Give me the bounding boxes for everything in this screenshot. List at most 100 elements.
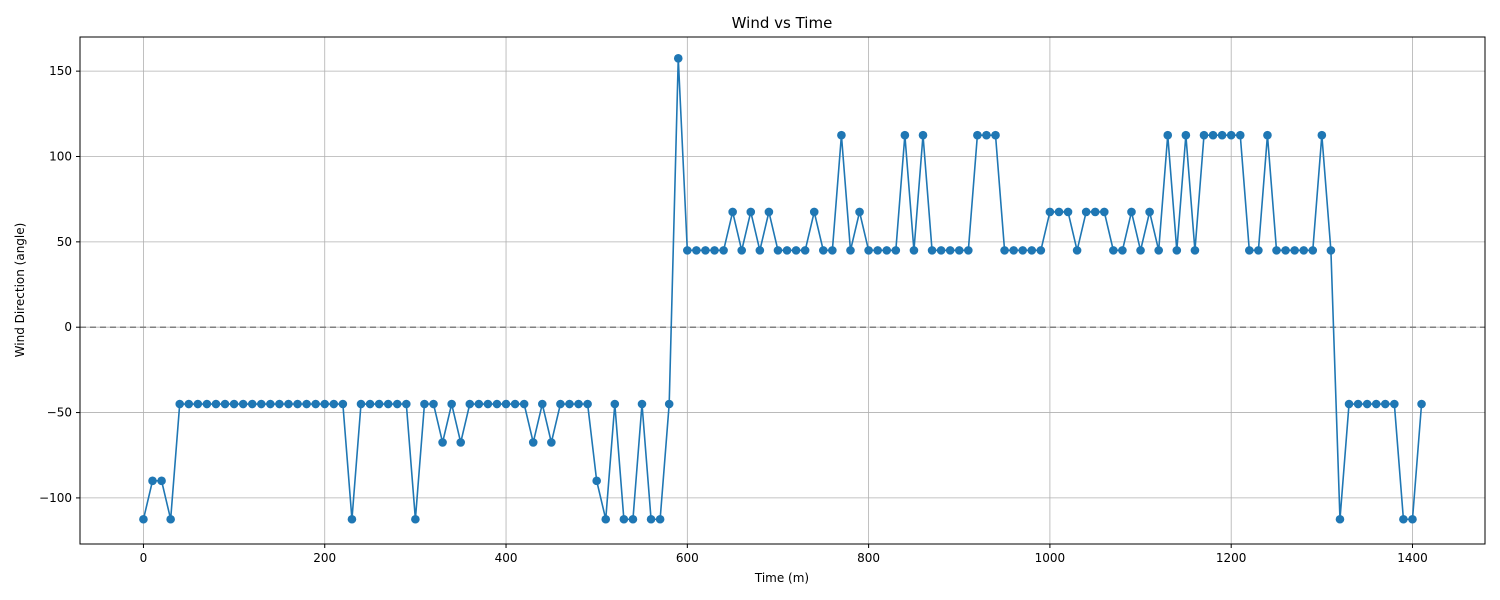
data-point xyxy=(637,399,647,409)
y-tick-label: −50 xyxy=(47,406,72,420)
data-point xyxy=(302,399,311,409)
data-point xyxy=(510,399,520,409)
data-point xyxy=(692,246,701,255)
x-tick-label: 200 xyxy=(313,551,336,565)
data-point xyxy=(329,399,339,409)
data-point xyxy=(1181,130,1191,140)
data-point xyxy=(519,399,529,409)
data-point xyxy=(275,399,284,409)
data-point xyxy=(1145,207,1154,217)
series-line xyxy=(142,57,1423,521)
data-point xyxy=(465,399,475,409)
data-point xyxy=(673,54,683,63)
data-point xyxy=(1172,246,1182,255)
data-point xyxy=(492,399,502,409)
data-point xyxy=(719,246,728,255)
x-tick-label: 1200 xyxy=(1216,551,1247,565)
data-point xyxy=(1245,246,1254,255)
data-point xyxy=(1371,399,1381,409)
y-tick-label: −100 xyxy=(39,491,72,505)
data-point xyxy=(882,246,892,255)
data-point xyxy=(601,514,611,524)
data-point xyxy=(1090,207,1100,217)
data-point xyxy=(791,246,801,255)
data-point xyxy=(1136,246,1145,255)
data-point xyxy=(664,399,674,409)
data-point xyxy=(211,399,221,409)
data-point xyxy=(1190,246,1200,255)
x-tick-label: 0 xyxy=(140,551,148,565)
data-point xyxy=(202,399,212,409)
data-point xyxy=(1326,246,1336,255)
data-point xyxy=(184,399,194,409)
y-tick-label: 100 xyxy=(49,149,72,163)
data-point xyxy=(710,246,719,255)
data-point xyxy=(873,246,882,255)
y-tick-label: 0 xyxy=(64,320,72,334)
data-point xyxy=(583,399,592,409)
data-point xyxy=(891,246,901,255)
data-point xyxy=(148,476,157,486)
data-point xyxy=(701,246,710,255)
data-point xyxy=(1099,207,1109,217)
data-point xyxy=(1154,246,1163,255)
data-point xyxy=(356,399,366,409)
data-point xyxy=(166,514,175,524)
data-point xyxy=(936,246,946,255)
data-point xyxy=(1362,399,1372,409)
data-point xyxy=(456,438,466,447)
data-point xyxy=(646,514,656,524)
x-tick-label: 400 xyxy=(495,551,518,565)
data-point xyxy=(1163,130,1173,140)
data-point xyxy=(1281,246,1290,255)
data-point xyxy=(1063,207,1073,217)
data-point xyxy=(1317,130,1327,140)
data-point xyxy=(229,399,239,409)
data-point xyxy=(610,399,620,409)
data-point xyxy=(1417,399,1426,409)
data-point xyxy=(293,399,302,409)
data-point xyxy=(238,399,248,409)
data-point xyxy=(728,207,737,217)
data-point xyxy=(737,246,747,255)
data-point xyxy=(755,246,765,255)
data-point xyxy=(556,399,565,409)
data-point xyxy=(846,246,855,255)
data-point xyxy=(628,514,638,524)
x-tick-label: 800 xyxy=(857,551,880,565)
data-point xyxy=(1109,246,1118,255)
data-point xyxy=(864,246,873,255)
chart-title: Wind vs Time xyxy=(732,14,833,32)
data-point xyxy=(1344,399,1354,409)
data-point xyxy=(1199,130,1209,140)
data-point xyxy=(537,399,547,409)
data-point xyxy=(284,399,293,409)
data-point xyxy=(1390,399,1399,409)
data-point xyxy=(1353,399,1363,409)
data-point xyxy=(655,514,665,524)
data-point xyxy=(1254,246,1263,255)
series-layer xyxy=(139,54,1426,524)
data-point xyxy=(1027,246,1037,255)
data-point xyxy=(247,399,257,409)
data-point xyxy=(809,207,819,217)
data-point xyxy=(1018,246,1028,255)
data-point xyxy=(855,207,864,217)
data-point xyxy=(374,399,384,409)
data-point xyxy=(764,207,774,217)
data-point xyxy=(447,399,456,409)
data-point xyxy=(1290,246,1299,255)
data-point xyxy=(1335,514,1345,524)
data-point xyxy=(964,246,973,255)
data-point xyxy=(1272,246,1281,255)
data-point xyxy=(392,399,402,409)
data-point xyxy=(782,246,792,255)
data-point xyxy=(438,438,447,447)
data-point xyxy=(900,130,910,140)
x-tick-label: 1000 xyxy=(1035,551,1066,565)
data-point xyxy=(918,130,928,140)
data-point xyxy=(547,438,556,447)
data-point xyxy=(1009,246,1018,255)
data-point xyxy=(954,246,964,255)
